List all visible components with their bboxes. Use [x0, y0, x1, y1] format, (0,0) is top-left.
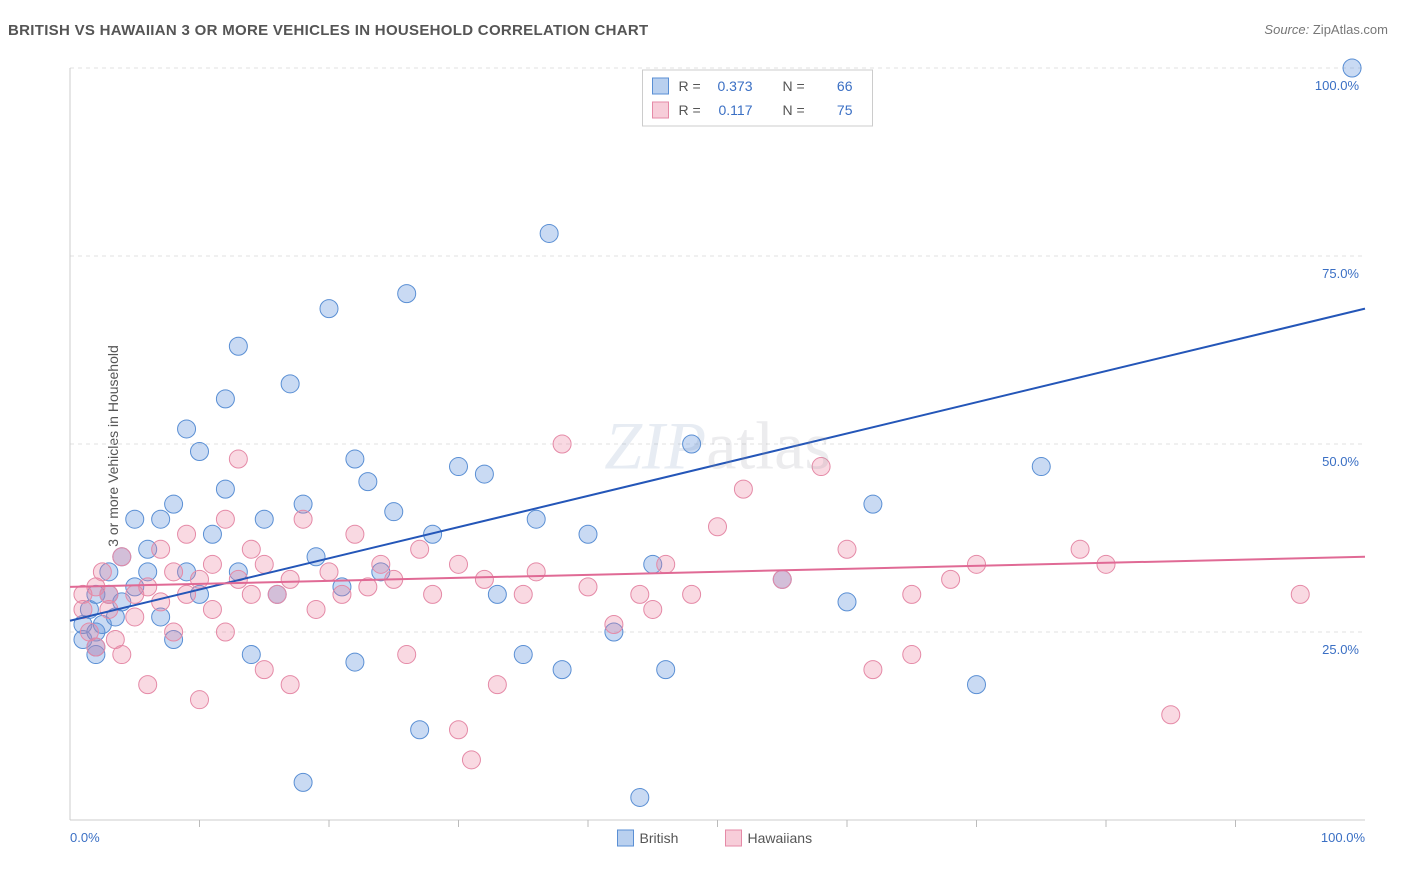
source-label: Source:	[1264, 22, 1309, 37]
svg-text:R =: R =	[679, 102, 701, 118]
source-value: ZipAtlas.com	[1313, 22, 1388, 37]
svg-text:N =: N =	[783, 78, 805, 94]
svg-text:0.0%: 0.0%	[70, 830, 100, 845]
svg-text:75.0%: 75.0%	[1322, 266, 1359, 281]
svg-text:100.0%: 100.0%	[1321, 830, 1366, 845]
chart-svg: 25.0% 50.0% 75.0% 100.0% 0.0% 100.0% R = 0.373 N…	[50, 50, 1385, 850]
svg-text:N =: N =	[783, 102, 805, 118]
svg-text:Hawaiians: Hawaiians	[748, 830, 813, 846]
scatter-plot: ZIPatlas 25.0%50.0%75.0%100.0%0.0%100.0%…	[50, 50, 1385, 850]
chart-container: BRITISH VS HAWAIIAN 3 OR MORE VEHICLES I…	[0, 0, 1406, 892]
svg-text:R =: R =	[679, 78, 701, 94]
svg-text:0.117: 0.117	[719, 102, 753, 118]
chart-title: BRITISH VS HAWAIIAN 3 OR MORE VEHICLES I…	[8, 22, 648, 39]
svg-text:50.0%: 50.0%	[1322, 454, 1359, 469]
svg-text:75: 75	[837, 102, 853, 118]
svg-text:25.0%: 25.0%	[1322, 642, 1359, 657]
svg-text:100.0%: 100.0%	[1315, 78, 1360, 93]
svg-text:British: British	[640, 830, 679, 846]
source-attribution: Source: ZipAtlas.com	[1264, 22, 1388, 37]
svg-text:66: 66	[837, 78, 853, 94]
svg-text:0.373: 0.373	[717, 78, 752, 94]
